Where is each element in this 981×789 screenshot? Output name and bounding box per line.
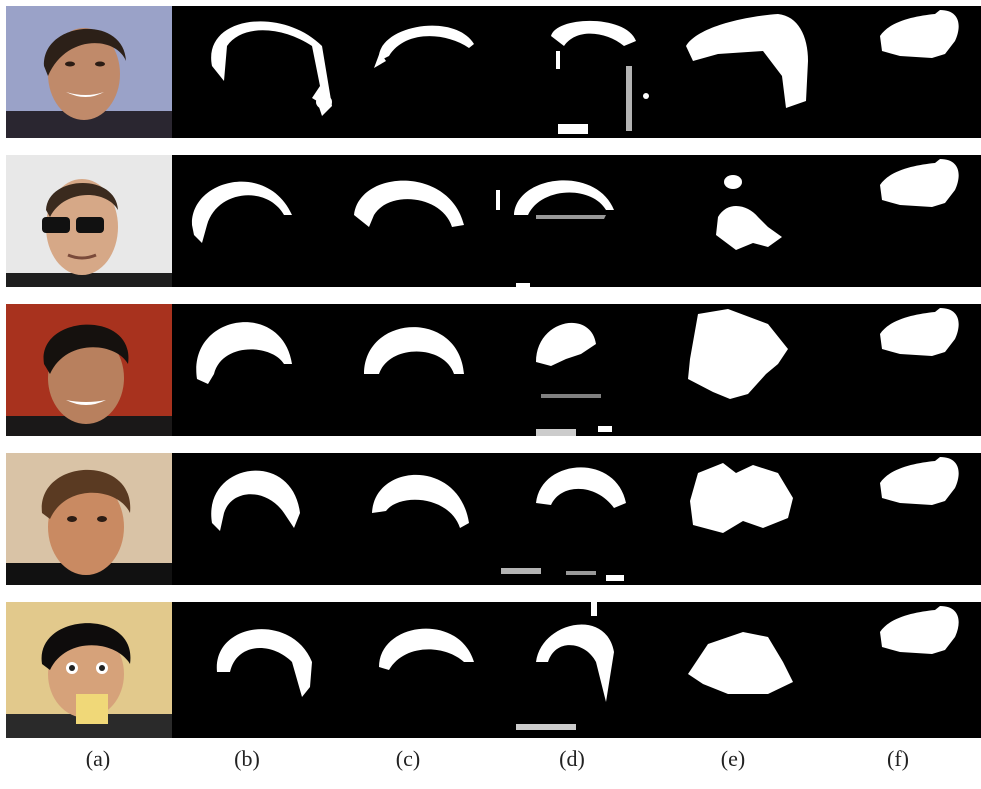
face-photo-2 [6, 155, 172, 287]
mask-c-5 [334, 602, 496, 738]
clothing [6, 273, 172, 287]
mask-e-4 [658, 453, 820, 585]
mask-d-1 [496, 6, 658, 138]
hair [41, 623, 131, 670]
row-2 [6, 155, 981, 287]
caption-a: (a) [85, 746, 111, 771]
face-photo-4 [6, 453, 172, 585]
mask-b-4 [172, 453, 334, 585]
caption-b: (b) [234, 746, 260, 771]
mask-b-3 [172, 304, 334, 436]
mask-f-2 [820, 155, 981, 287]
mask-f-3 [820, 304, 981, 436]
face [48, 332, 124, 424]
hair [41, 469, 131, 519]
mask-c-1 [334, 6, 496, 138]
mask-b-5 [172, 602, 334, 738]
mask-c-4 [334, 453, 496, 585]
hair [46, 182, 118, 217]
face [48, 479, 124, 575]
caption-e: (e) [720, 746, 746, 771]
mask-f-4 [820, 453, 981, 585]
caption-d: (d) [559, 746, 585, 771]
popcorn [76, 694, 108, 724]
clothing [6, 416, 172, 436]
mask-c-3 [334, 304, 496, 436]
face-photo-3 [6, 304, 172, 436]
mask-c-2 [334, 155, 496, 287]
hair [43, 28, 126, 76]
mask-f-5 [820, 602, 981, 738]
mask-b-2 [172, 155, 334, 287]
caption-f: (f) [887, 746, 909, 771]
mask-e-2 [658, 155, 820, 287]
mask-d-4 [496, 453, 658, 585]
row-1 [6, 6, 981, 138]
row-5 [6, 602, 981, 738]
mask-d-3 [496, 304, 658, 436]
row-4 [6, 453, 981, 585]
mask-e-1 [658, 6, 820, 138]
mask-e-3 [658, 304, 820, 436]
caption-c: (c) [395, 746, 421, 771]
face-photo-5 [6, 602, 172, 738]
sunglasses [42, 217, 70, 233]
mask-d-2 [496, 155, 658, 287]
row-3 [6, 304, 981, 436]
mask-f-1 [820, 6, 981, 138]
mask-e-5 [658, 602, 820, 738]
hair [43, 324, 129, 374]
mask-d-5 [496, 602, 658, 738]
face-photo-1 [6, 6, 172, 138]
mask-b-1 [172, 6, 334, 138]
